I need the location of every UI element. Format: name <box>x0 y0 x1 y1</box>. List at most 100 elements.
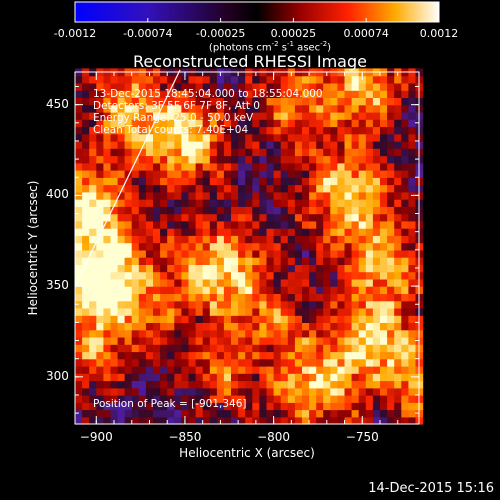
heatmap-cell <box>316 257 324 265</box>
heatmap-cell <box>365 264 374 273</box>
heatmap-cell <box>273 315 282 323</box>
heatmap-cell <box>287 307 296 316</box>
heatmap-cell <box>75 199 83 207</box>
heatmap-cell <box>195 140 204 149</box>
heatmap-cell <box>287 140 296 149</box>
heatmap-cell <box>365 177 374 186</box>
heatmap-cell <box>82 97 90 106</box>
heatmap-cell <box>216 90 225 98</box>
heatmap-cell <box>394 213 402 222</box>
heatmap-cell <box>195 264 204 273</box>
heatmap-cell <box>110 315 119 323</box>
heatmap-cell <box>117 184 126 193</box>
heatmap-cell <box>252 402 260 411</box>
heatmap-cell <box>181 351 190 360</box>
heatmap-cell <box>372 119 381 128</box>
heatmap-cell <box>252 170 260 178</box>
heatmap-cell <box>181 82 190 91</box>
heatmap-cell <box>124 307 133 316</box>
heatmap-cell <box>138 336 147 345</box>
heatmap-cell <box>216 111 225 120</box>
heatmap-cell <box>387 75 395 84</box>
heatmap-cell <box>344 271 353 280</box>
heatmap-cell <box>266 329 275 338</box>
heatmap-cell <box>387 286 395 294</box>
heatmap-cell <box>408 387 417 396</box>
heatmap-cell <box>273 104 282 113</box>
heatmap-cell <box>131 257 140 265</box>
heatmap-cell <box>351 191 360 200</box>
heatmap-cell <box>209 286 218 294</box>
heatmap-cell <box>408 170 417 178</box>
heatmap-cell <box>245 271 253 280</box>
heatmap-cell <box>124 344 133 353</box>
heatmap-cell <box>174 90 182 98</box>
heatmap-cell <box>302 97 310 106</box>
heatmap-cell <box>195 358 204 367</box>
heatmap-cell <box>202 235 211 244</box>
heatmap-cell <box>309 242 317 251</box>
heatmap-cell <box>358 228 367 236</box>
heatmap-cell <box>131 351 140 360</box>
heatmap-cell <box>96 286 104 294</box>
heatmap-cell <box>372 395 381 403</box>
heatmap-cell <box>231 322 239 331</box>
heatmap-cell <box>167 111 175 120</box>
heatmap-cell <box>167 336 175 345</box>
heatmap-cell <box>103 271 112 280</box>
heatmap-cell <box>330 387 338 396</box>
heatmap-cell <box>280 257 289 265</box>
heatmap-cell <box>273 126 282 135</box>
heatmap-cell <box>82 380 90 389</box>
heatmap-cell <box>223 387 232 396</box>
heatmap-cell <box>273 228 282 236</box>
heatmap-cell <box>323 97 331 106</box>
heatmap-cell <box>309 416 317 425</box>
heatmap-cell <box>351 82 360 91</box>
heatmap-cell <box>365 358 374 367</box>
heatmap-cell <box>351 111 360 120</box>
heatmap-cell <box>273 395 282 403</box>
heatmap-cell <box>160 170 168 178</box>
heatmap-cell <box>110 329 119 338</box>
heatmap-cell <box>266 322 275 331</box>
heatmap-cell <box>160 191 168 200</box>
heatmap-cell <box>401 351 409 360</box>
heatmap-cell <box>181 286 190 294</box>
heatmap-cell <box>245 104 253 113</box>
heatmap-cell <box>380 257 388 265</box>
heatmap-cell <box>266 351 275 360</box>
heatmap-cell <box>294 351 303 360</box>
heatmap-cell <box>117 387 126 396</box>
heatmap-cell <box>195 133 204 142</box>
heatmap-cell <box>365 249 374 258</box>
heatmap-cell <box>145 148 154 157</box>
heatmap-cell <box>82 278 90 287</box>
heatmap-cell <box>188 365 197 374</box>
heatmap-cell <box>103 365 112 374</box>
heatmap-cell <box>365 351 374 360</box>
heatmap-cell <box>351 358 360 367</box>
heatmap-cell <box>280 307 289 316</box>
heatmap-cell <box>202 220 211 229</box>
heatmap-cell <box>75 257 83 265</box>
x-tick-label: −900 <box>79 430 113 444</box>
heatmap-cell <box>167 402 175 411</box>
heatmap-cell <box>181 293 190 302</box>
heatmap-cell <box>153 257 161 265</box>
heatmap-cell <box>195 416 204 425</box>
heatmap-cell <box>245 184 253 193</box>
heatmap-cell <box>252 278 260 287</box>
heatmap-cell <box>75 75 83 84</box>
heatmap-cell <box>117 140 126 149</box>
heatmap-cell <box>365 416 374 425</box>
heatmap-cell <box>82 395 90 403</box>
heatmap-cell <box>160 257 168 265</box>
heatmap-cell <box>316 155 324 164</box>
heatmap-cell <box>344 387 353 396</box>
heatmap-cell <box>294 257 303 265</box>
heatmap-cell <box>117 82 126 91</box>
heatmap-cell <box>387 387 395 396</box>
heatmap-cell <box>223 126 232 135</box>
heatmap-cell <box>82 155 90 164</box>
